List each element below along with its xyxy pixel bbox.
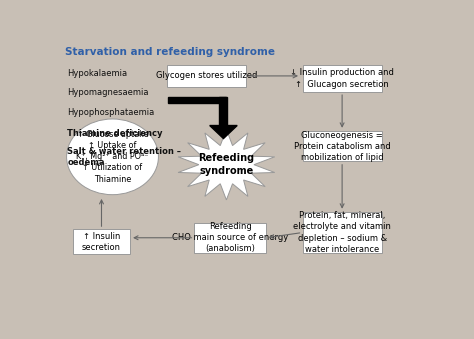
- Text: Starvation and refeeding syndrome: Starvation and refeeding syndrome: [65, 47, 275, 57]
- Text: Gluconeogenesis =
Protein catabolism and
mobilization of lipid: Gluconeogenesis = Protein catabolism and…: [294, 131, 391, 162]
- Text: ↑ Glucose uptake
↑ Uptake of
K⁺, Mg²⁺ and PO⁴⁻
↑ Utilization of
Thiamine: ↑ Glucose uptake ↑ Uptake of K⁺, Mg²⁺ an…: [76, 130, 149, 183]
- FancyBboxPatch shape: [73, 229, 130, 254]
- Text: Hypophosphataemia: Hypophosphataemia: [67, 108, 155, 117]
- Ellipse shape: [66, 119, 158, 195]
- Polygon shape: [168, 97, 227, 103]
- Text: Hypomagnesaemia: Hypomagnesaemia: [67, 88, 149, 97]
- Polygon shape: [219, 97, 228, 126]
- Text: ↓ Insulin production and
↑  Glucagon secretion: ↓ Insulin production and ↑ Glucagon secr…: [290, 68, 394, 88]
- FancyBboxPatch shape: [302, 65, 382, 92]
- Text: Salt & water retention –
oedema: Salt & water retention – oedema: [67, 147, 182, 166]
- FancyBboxPatch shape: [302, 212, 382, 253]
- FancyBboxPatch shape: [194, 223, 266, 253]
- Text: Protein, fat, mineral,
electrolyte and vitamin
depletion – sodium &
water intole: Protein, fat, mineral, electrolyte and v…: [293, 212, 391, 254]
- Text: Hypokalaemia: Hypokalaemia: [67, 69, 128, 78]
- Text: Refeeding
CHO main source of energy
(anabolism): Refeeding CHO main source of energy (ana…: [172, 222, 288, 253]
- Text: ↑ Insulin
secretion: ↑ Insulin secretion: [82, 232, 121, 252]
- Text: Glycogen stores utilized: Glycogen stores utilized: [155, 72, 257, 80]
- Text: Thiamine deficiency: Thiamine deficiency: [67, 129, 163, 138]
- Polygon shape: [210, 125, 237, 139]
- FancyBboxPatch shape: [302, 132, 382, 161]
- FancyBboxPatch shape: [167, 65, 246, 87]
- Polygon shape: [178, 129, 275, 200]
- Text: Refeeding
syndrome: Refeeding syndrome: [198, 153, 255, 176]
